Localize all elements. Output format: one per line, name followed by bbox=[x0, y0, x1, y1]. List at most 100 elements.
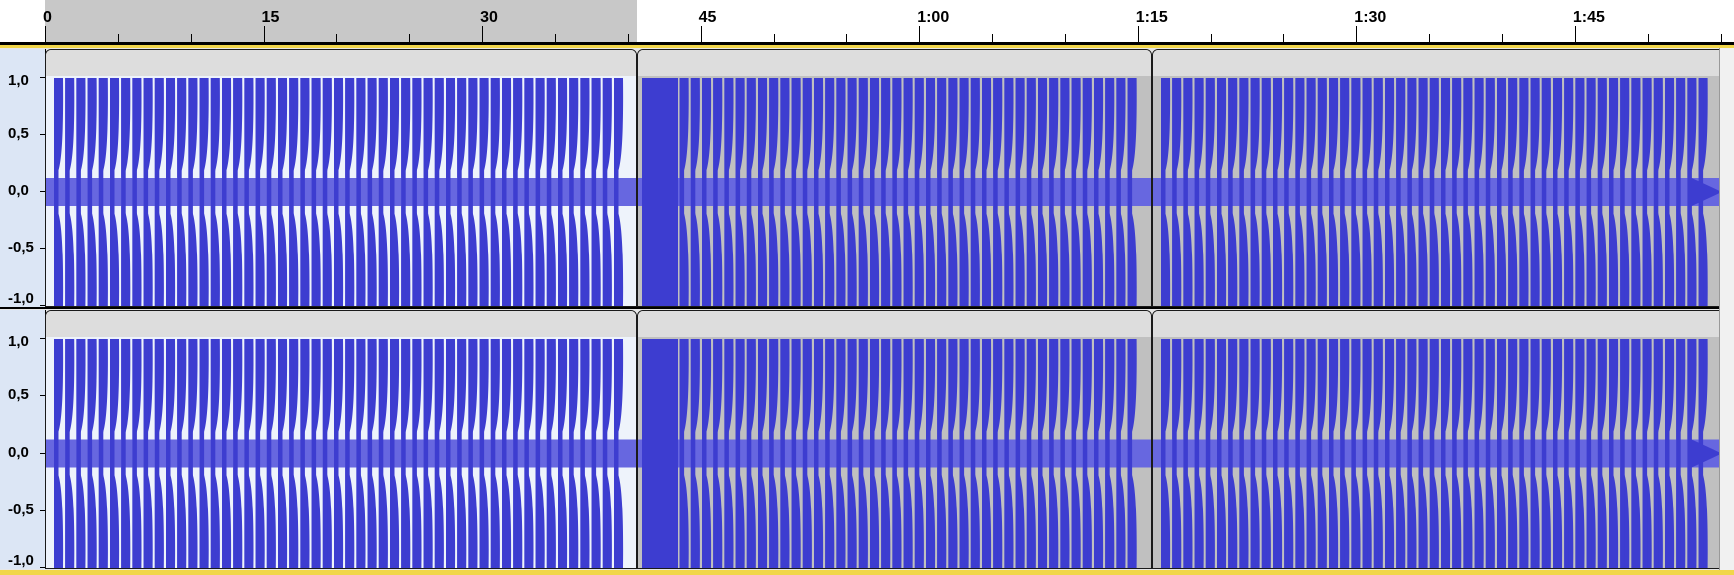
waveform-peak-bar bbox=[1284, 339, 1290, 568]
waveform-peak-bar bbox=[1295, 339, 1301, 568]
ruler-major-tick bbox=[1574, 26, 1576, 42]
waveform-peak-bar bbox=[1037, 339, 1043, 568]
waveform-peak-bar bbox=[1003, 78, 1009, 306]
waveform-peak-bar bbox=[222, 339, 227, 568]
waveform-peak-bar bbox=[65, 339, 70, 568]
waveform-peak-bar bbox=[1654, 339, 1659, 568]
waveform-peak-bar bbox=[591, 339, 597, 568]
waveform-peak-bar bbox=[535, 339, 541, 568]
audio-track-left-channel[interactable]: 1,0 0,5 0,0 -0,5 -1,0 bbox=[0, 49, 1734, 307]
waveform-peak-bar bbox=[1631, 78, 1637, 306]
amp-label-0-0: 0,0 bbox=[8, 182, 29, 199]
waveform-peak-bar bbox=[98, 78, 104, 306]
amp-label-0-5: 0,5 bbox=[8, 125, 29, 142]
waveform-peak-bar bbox=[457, 78, 462, 306]
waveform-peak-bar bbox=[367, 339, 373, 568]
waveform-peak-bar bbox=[558, 339, 563, 568]
waveform-peak-bar bbox=[1127, 339, 1132, 568]
amp-label-neg-1-0: -1,0 bbox=[8, 290, 34, 307]
waveform-peak-bar bbox=[1228, 339, 1234, 568]
audio-clip-1[interactable] bbox=[45, 49, 637, 307]
waveform-peak-bar bbox=[1239, 78, 1245, 306]
audio-clip-1[interactable] bbox=[45, 310, 637, 569]
waveform-peak-bar bbox=[1340, 78, 1346, 306]
waveform-peak-bar bbox=[1519, 78, 1525, 306]
clip-title-bar[interactable] bbox=[637, 50, 1152, 76]
waveform-peak-bar bbox=[289, 339, 294, 568]
waveform-peak-bar bbox=[479, 78, 485, 306]
waveform-peak-bar bbox=[768, 78, 774, 306]
clip-title-bar[interactable] bbox=[1153, 311, 1724, 337]
waveform-peak-bar bbox=[1003, 339, 1009, 568]
audio-clip-3[interactable] bbox=[1152, 310, 1725, 569]
waveform-peak-bar bbox=[1329, 78, 1334, 306]
waveform-peak-bar bbox=[1620, 78, 1626, 306]
waveform-peak-bar bbox=[858, 78, 863, 306]
waveform-peak-bar bbox=[222, 78, 227, 306]
waveform-fade-tail bbox=[1691, 178, 1722, 206]
waveform-peak-bar bbox=[1486, 78, 1491, 306]
waveform-peak-bar bbox=[690, 78, 695, 306]
ruler-label-15: 15 bbox=[261, 9, 280, 26]
waveform-peak-bar bbox=[1206, 339, 1211, 568]
waveform-peak-bar bbox=[1586, 339, 1592, 568]
waveform-peak-bar bbox=[244, 339, 249, 568]
ruler-minor-tick bbox=[336, 34, 338, 42]
waveform-peak-bar bbox=[1172, 78, 1178, 306]
waveform-peak-bar bbox=[880, 78, 886, 306]
waveform bbox=[637, 339, 1152, 568]
waveform-peak-bar bbox=[401, 339, 406, 568]
waveform-peak-bar bbox=[735, 339, 740, 568]
waveform-peak-bar bbox=[1104, 339, 1110, 568]
track-right-scroll-edge[interactable] bbox=[1719, 48, 1734, 575]
waveform-peak-bar bbox=[1194, 339, 1200, 568]
ruler-major-tick bbox=[1137, 26, 1139, 42]
timeline-ruler[interactable]: 0 15 30 45 1:00 1:15 1:30 1:45 bbox=[0, 0, 1734, 42]
waveform-peak-bar bbox=[802, 78, 807, 306]
ruler-major-tick bbox=[700, 26, 702, 42]
waveform-peak-bar bbox=[188, 78, 193, 306]
ruler-minor-tick bbox=[1720, 34, 1722, 42]
audio-track-right-channel[interactable]: 1,0 0,5 0,0 -0,5 -1,0 bbox=[0, 310, 1734, 569]
waveform-peak-bar bbox=[1642, 78, 1648, 306]
waveform-peak-bar bbox=[723, 78, 729, 306]
waveform-peak-bar bbox=[1362, 78, 1368, 306]
waveform-peak-bar bbox=[779, 339, 785, 568]
waveform-peak-bar bbox=[322, 78, 328, 306]
waveform-peak-bar bbox=[121, 339, 126, 568]
audio-clip-2[interactable] bbox=[636, 49, 1153, 307]
waveform-peak-bar bbox=[1542, 339, 1547, 568]
waveform-peak-bar bbox=[1385, 339, 1390, 568]
waveform-peak-bar bbox=[468, 339, 473, 568]
waveform-peak-bar bbox=[1474, 339, 1480, 568]
ruler-minor-tick bbox=[554, 34, 556, 42]
waveform-peak-bar bbox=[356, 339, 361, 568]
clip-title-bar[interactable] bbox=[1153, 50, 1724, 76]
waveform-peak-bar bbox=[1374, 78, 1379, 306]
clip-title-bar[interactable] bbox=[637, 311, 1152, 337]
waveform-peak-bar bbox=[457, 339, 462, 568]
waveform-peak-bar bbox=[1374, 339, 1379, 568]
waveform-peak-bar bbox=[1665, 78, 1670, 306]
waveform-peak-bar bbox=[87, 339, 93, 568]
waveform-peak-bar bbox=[300, 339, 305, 568]
audio-clip-3[interactable] bbox=[1152, 49, 1725, 307]
waveform-peak-bar bbox=[591, 78, 597, 306]
waveform-peak-bar bbox=[959, 339, 964, 568]
audio-clip-2[interactable] bbox=[636, 310, 1153, 569]
clip-title-bar[interactable] bbox=[46, 311, 636, 337]
amplitude-ruler: 1,0 0,5 0,0 -0,5 -1,0 bbox=[0, 49, 46, 307]
ruler-minor-tick bbox=[1064, 34, 1066, 42]
waveform-peak-bar bbox=[1542, 78, 1547, 306]
clip-title-bar[interactable] bbox=[46, 50, 636, 76]
waveform bbox=[637, 78, 1152, 306]
ruler-label-0: 0 bbox=[43, 9, 52, 26]
ruler-minor-tick bbox=[1283, 34, 1285, 42]
waveform-peak-bar bbox=[1463, 78, 1469, 306]
waveform-peak-bar bbox=[1015, 339, 1020, 568]
amplitude-tick bbox=[40, 338, 45, 339]
waveform-peak-bar bbox=[925, 78, 931, 306]
ruler-major-tick bbox=[263, 26, 265, 42]
waveform-peak-bar bbox=[255, 78, 261, 306]
amplitude-tick bbox=[40, 248, 45, 249]
